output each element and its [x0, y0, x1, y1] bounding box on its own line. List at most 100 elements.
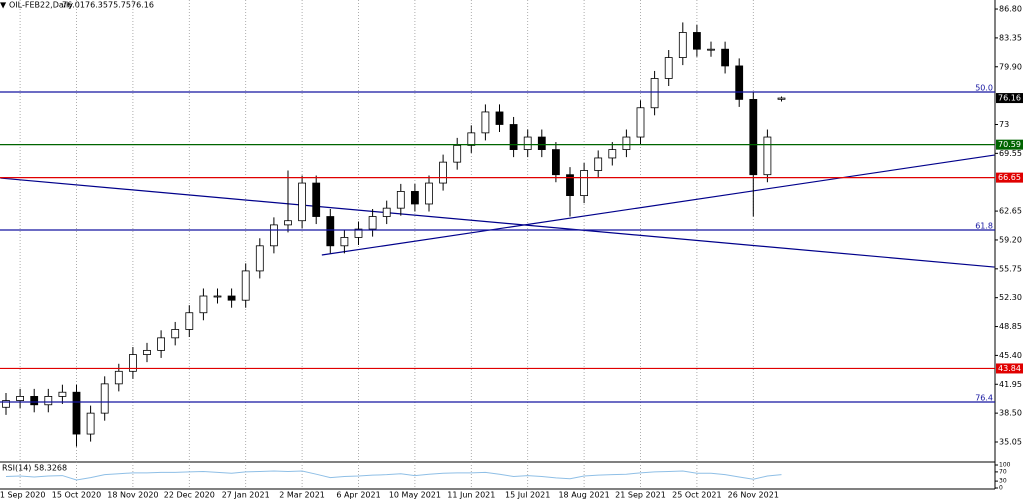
candle-body — [481, 111, 490, 134]
candle-body — [735, 65, 744, 100]
candle-body — [241, 270, 250, 301]
x-tick-label: 25 Oct 2021 — [672, 491, 721, 500]
candle-body — [284, 220, 292, 226]
candle-body — [580, 170, 588, 197]
rsi-tick-label: 70 — [999, 468, 1007, 475]
x-tick-label: 18 Nov 2020 — [107, 491, 158, 500]
x-tick-label: 18 Aug 2021 — [558, 491, 609, 500]
candle-body — [2, 400, 10, 408]
candle-body — [552, 149, 560, 176]
ohlc-high: 76.35 — [85, 1, 108, 10]
candle-body — [777, 97, 786, 100]
candle-body — [749, 98, 758, 176]
level-tag-label: 70.59 — [998, 140, 1021, 149]
y-tick-label: 62.65 — [999, 207, 1022, 216]
rsi-tick-label: 30 — [999, 478, 1007, 485]
x-tick-label: 2 Mar 2021 — [279, 491, 325, 500]
candle-body — [143, 349, 151, 355]
candle-body — [312, 182, 321, 217]
x-tick-label: 10 May 2021 — [389, 491, 441, 500]
ohlc-open: 76.01 — [62, 1, 85, 10]
candle-body — [128, 354, 137, 372]
candle-body — [199, 295, 208, 314]
candle-body — [368, 216, 377, 230]
rsi-line — [5, 470, 782, 481]
level-tag — [996, 363, 1023, 374]
candle-body — [439, 161, 448, 184]
symbol-arrow: ▼ — [0, 1, 7, 10]
candle-body — [213, 295, 222, 298]
candle-body — [410, 191, 419, 205]
ohlc-close: 76.16 — [131, 1, 154, 10]
candle-body — [693, 32, 701, 50]
rsi-tick-label: 0 — [999, 485, 1003, 492]
candle-body — [566, 174, 574, 197]
candle-body — [608, 149, 617, 159]
y-tick-label: 52.30 — [999, 293, 1022, 302]
y-tick-label: 69.55 — [999, 149, 1022, 158]
y-tick-label: 45.40 — [999, 351, 1022, 360]
level-label: 76.4 — [975, 394, 993, 403]
ohlc-low: 75.75 — [108, 1, 131, 10]
candle-body — [326, 216, 335, 247]
candle-body — [86, 412, 95, 435]
candle-body — [396, 191, 405, 209]
candle-body — [467, 132, 476, 146]
x-tick-label: 11 Sep 2020 — [0, 491, 45, 500]
y-tick-label: 86.80 — [999, 5, 1022, 14]
x-tick-label: 15 Oct 2020 — [52, 491, 101, 500]
candle-body — [340, 237, 349, 247]
candle-body — [298, 182, 307, 222]
y-tick-label: 38.50 — [999, 409, 1022, 418]
trendline — [0, 177, 995, 268]
symbol: OIL-FEB22,Daily — [9, 1, 73, 10]
price-tag-label: 76.16 — [998, 94, 1021, 103]
candle-body — [523, 136, 532, 150]
candle-body — [227, 295, 236, 301]
level-tag — [996, 172, 1023, 183]
x-tick-label: 6 Apr 2021 — [336, 491, 380, 500]
y-tick-label: 41.95 — [999, 380, 1022, 389]
candle-body — [185, 312, 194, 330]
y-tick-label: 73 — [999, 120, 1009, 129]
candle-body — [425, 182, 433, 205]
level-tag-label: 66.65 — [998, 173, 1021, 182]
x-tick-label: 15 Jul 2021 — [505, 491, 550, 500]
candle-body — [114, 370, 123, 385]
candle-body — [509, 124, 518, 150]
candle-body — [354, 228, 363, 238]
candle-body — [382, 207, 391, 217]
price-tag — [996, 93, 1023, 104]
candle-body — [636, 107, 645, 138]
level-tag — [996, 139, 1023, 150]
x-tick-label: 21 Sep 2021 — [615, 491, 666, 500]
candle-body — [100, 383, 109, 414]
candle-body — [453, 145, 462, 163]
x-tick-label: 22 Dec 2020 — [164, 491, 215, 500]
candle-body — [622, 136, 631, 150]
candle-body — [157, 337, 166, 351]
candle-body — [594, 157, 603, 171]
candle-body — [664, 57, 673, 79]
y-tick-label: 48.85 — [999, 322, 1022, 331]
candle-body — [763, 136, 772, 176]
candle-body — [44, 396, 53, 406]
x-tick-label: 11 Jun 2021 — [447, 491, 495, 500]
y-tick-label: 55.75 — [999, 264, 1022, 273]
candle-body — [171, 329, 180, 339]
candle-body — [58, 391, 67, 397]
candle-body — [255, 245, 264, 272]
x-tick-label: 26 Nov 2021 — [728, 491, 779, 500]
candle-body — [72, 391, 81, 435]
candle-body — [16, 396, 25, 401]
y-tick-label: 83.35 — [999, 33, 1022, 42]
indicator-value: 58.3268 — [34, 464, 67, 473]
trendline — [321, 154, 995, 256]
rsi-tick-label: 100 — [999, 462, 1011, 469]
y-tick-label: 35.05 — [999, 438, 1022, 447]
candle-body — [678, 32, 687, 58]
candle-body — [537, 136, 546, 150]
x-tick-label: 27 Jan 2021 — [222, 491, 270, 500]
